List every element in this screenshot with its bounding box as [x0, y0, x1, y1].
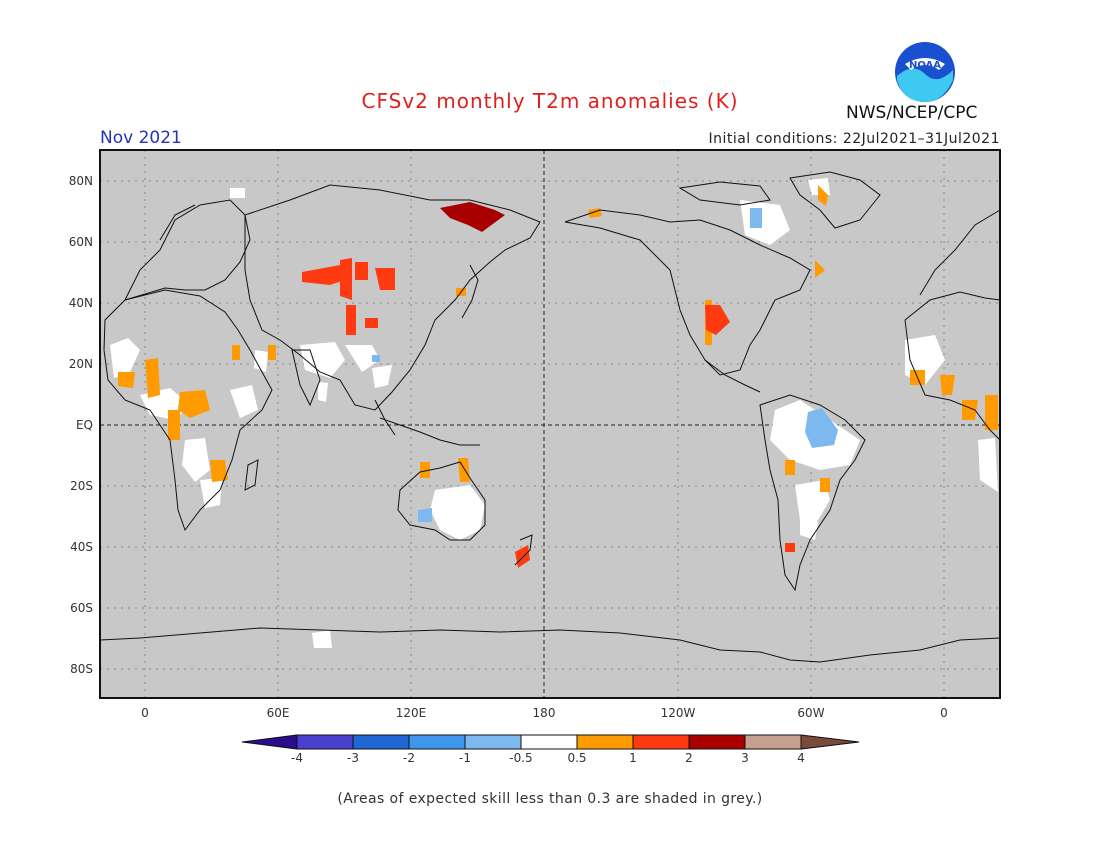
colorbar-swatch — [632, 734, 690, 750]
lon-label: 120E — [396, 706, 427, 720]
colorbar-label: -0.5 — [509, 751, 532, 765]
colorbar-label: 3 — [741, 751, 749, 765]
colorbar-label: 4 — [797, 751, 805, 765]
lon-label: 60E — [267, 706, 290, 720]
lat-label: 80N — [69, 174, 93, 188]
longitude-labels: 0 60E 120E 180 120W 60W 0 — [141, 706, 948, 720]
positive-mid-regions — [302, 258, 795, 568]
lon-label: 60W — [797, 706, 824, 720]
negative-weak-regions — [372, 208, 838, 522]
map-title: CFSv2 monthly T2m anomalies (K) — [361, 89, 739, 113]
colorbar-label: -4 — [291, 751, 303, 765]
map-background — [100, 150, 1000, 698]
lon-label: 180 — [533, 706, 556, 720]
colorbar-arrow-high — [800, 734, 860, 750]
coastlines — [99, 171, 1001, 663]
colorbar-swatch — [520, 734, 578, 750]
colorbar-swatch — [296, 734, 354, 750]
lat-label: 40S — [70, 540, 93, 554]
colorbar-label: 1 — [629, 751, 637, 765]
noaa-logo: NOAA — [895, 42, 955, 102]
colorbar-swatch — [464, 734, 522, 750]
forecast-month: Nov 2021 — [100, 128, 182, 148]
colorbar-label: -3 — [347, 751, 359, 765]
lat-label: 20N — [69, 357, 93, 371]
lon-label: 120W — [661, 706, 696, 720]
skill-footnote: (Areas of expected skill less than 0.3 a… — [337, 791, 763, 807]
colorbar-labels: -4 -3 -2 -1 -0.5 0.5 1 2 3 4 — [291, 751, 805, 765]
colorbar-label: 2 — [685, 751, 693, 765]
map-frame — [99, 149, 1001, 699]
colorbar-swatch — [352, 734, 410, 750]
colorbar-arrow-low — [241, 734, 298, 750]
initial-conditions: Initial conditions: 22Jul2021–31Jul2021 — [708, 131, 1000, 147]
lat-label: 60S — [70, 601, 93, 615]
colorbar-label: 0.5 — [567, 751, 586, 765]
lat-label: 80S — [70, 662, 93, 676]
colorbar-swatch — [576, 734, 634, 750]
lat-label: 40N — [69, 296, 93, 310]
lat-label: 60N — [69, 235, 93, 249]
lat-label: 20S — [70, 479, 93, 493]
positive-strong-regions — [440, 202, 505, 232]
gridlines — [100, 150, 1000, 698]
colorbar-swatches — [241, 734, 860, 750]
colorbar-label: -2 — [403, 751, 415, 765]
lon-label: 0 — [940, 706, 948, 720]
logo-text: NOAA — [909, 60, 941, 71]
colorbar-swatch — [688, 734, 746, 750]
colorbar-swatch — [744, 734, 802, 750]
colorbar-swatch — [408, 734, 466, 750]
lat-label: EQ — [76, 418, 93, 432]
latitude-labels: 80N 60N 40N 20N EQ 20S 40S 60S 80S — [69, 174, 93, 676]
lon-label: 0 — [141, 706, 149, 720]
colorbar-label: -1 — [459, 751, 471, 765]
agency-label: NWS/NCEP/CPC — [846, 103, 978, 123]
